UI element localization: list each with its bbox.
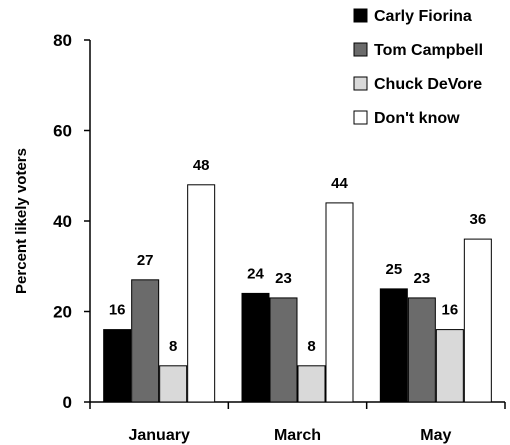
category-label: March: [274, 427, 321, 444]
y-tick-label: 80: [53, 31, 72, 50]
y-axis: 0 20 40 60 80: [53, 31, 91, 412]
category-label: May: [420, 427, 451, 444]
legend-swatch: [353, 110, 368, 125]
data-labels: 16 27 8 48 24 23 8 44 25 23 16 36: [109, 157, 486, 355]
bar: [241, 292, 270, 403]
data-label: 36: [469, 211, 486, 228]
bar: [187, 184, 216, 403]
bar: [325, 202, 354, 403]
x-axis: January March May: [89, 401, 506, 444]
category-label: January: [128, 427, 189, 444]
legend-label: Tom Campbell: [374, 42, 483, 59]
data-label: 44: [331, 175, 348, 192]
data-label: 27: [137, 252, 154, 269]
y-tick-label: 0: [63, 393, 72, 412]
data-label: 25: [385, 261, 402, 278]
data-label: 23: [275, 270, 292, 287]
bar: [103, 329, 132, 403]
bar: [159, 365, 188, 403]
bar: [379, 288, 408, 403]
bars: [103, 184, 492, 403]
bar: [407, 297, 436, 403]
legend: Carly Fiorina Tom Campbell Chuck DeVore Don…: [353, 8, 483, 127]
data-label: 24: [247, 265, 264, 282]
y-tick-label: 40: [53, 212, 72, 231]
data-label: 16: [441, 302, 458, 319]
bar: [131, 279, 160, 403]
bar: [269, 297, 298, 403]
bar: [297, 365, 326, 403]
bar: [463, 238, 492, 403]
data-label: 23: [413, 270, 430, 287]
legend-swatch: [353, 42, 368, 57]
bar: [435, 329, 464, 403]
data-label: 8: [169, 338, 177, 355]
y-axis-title: Percent likely voters: [13, 148, 30, 294]
data-label: 48: [193, 157, 210, 174]
legend-label: Don't know: [374, 110, 460, 127]
legend-swatch: [353, 8, 368, 23]
data-label: 16: [109, 302, 126, 319]
y-tick-label: 60: [53, 122, 72, 141]
legend-swatch: [353, 76, 368, 91]
data-label: 8: [307, 338, 315, 355]
legend-label: Carly Fiorina: [374, 8, 472, 25]
legend-label: Chuck DeVore: [374, 76, 482, 93]
y-tick-label: 20: [53, 303, 72, 322]
